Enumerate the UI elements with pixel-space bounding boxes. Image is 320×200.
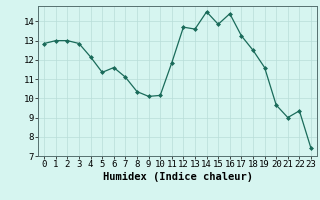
X-axis label: Humidex (Indice chaleur): Humidex (Indice chaleur) xyxy=(103,172,252,182)
